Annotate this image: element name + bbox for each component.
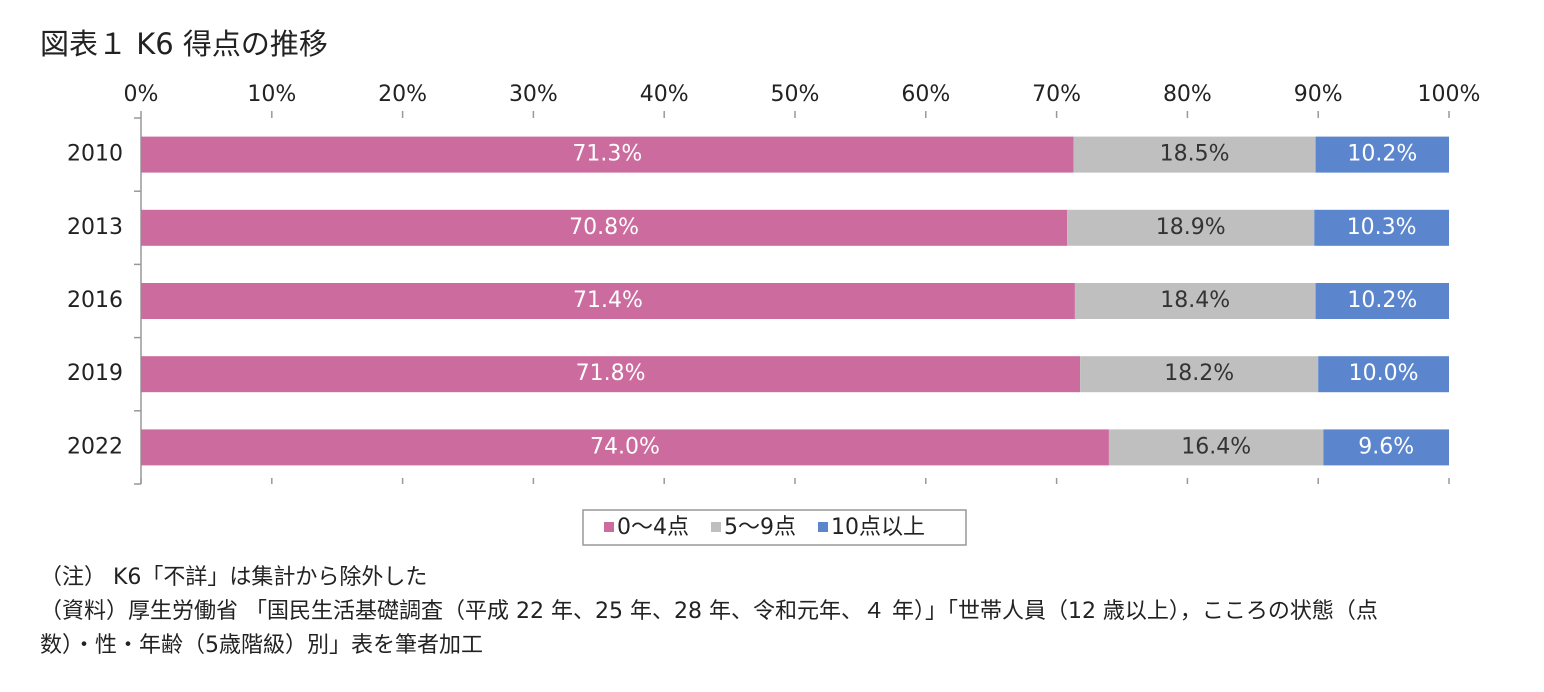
y-tick-label: 2013: [67, 215, 123, 240]
bar-segment: [1315, 283, 1449, 319]
bar-segment: [1080, 356, 1319, 393]
note: 数）・性・年齢（5歳階級）別」表を筆者加工: [40, 633, 483, 658]
legend-label: 10点以上: [831, 515, 925, 540]
x-tick-label: 50%: [771, 82, 820, 107]
x-tick-label: 80%: [1163, 82, 1212, 107]
bar-segment: [1323, 429, 1449, 466]
data-label: 71.3%: [572, 142, 642, 167]
x-tick-label: 0%: [124, 82, 159, 107]
bar-segment: [1314, 209, 1449, 246]
data-label: 18.4%: [1160, 288, 1230, 313]
x-tick-label: 10%: [247, 82, 296, 107]
bar-segment: [141, 136, 1074, 173]
bar-segment: [141, 209, 1068, 246]
data-label: 16.4%: [1181, 434, 1251, 459]
bar-segment: [1067, 209, 1315, 246]
legend-label: 0～4点: [617, 515, 689, 540]
data-label: 70.8%: [569, 215, 639, 240]
bar-segment: [1315, 136, 1449, 173]
x-tick-label: 100%: [1418, 82, 1481, 107]
bar-segment: [141, 429, 1109, 466]
y-tick-label: 2010: [67, 142, 123, 167]
bar-segment: [1318, 356, 1449, 393]
data-label: 18.2%: [1164, 361, 1234, 386]
data-label: 18.9%: [1156, 215, 1226, 240]
x-tick-label: 70%: [1032, 82, 1081, 107]
y-tick-label: 2019: [67, 361, 123, 386]
data-label: 10.2%: [1347, 288, 1417, 313]
legend-swatch: [604, 522, 614, 532]
data-label: 10.3%: [1347, 215, 1417, 240]
legend-swatch: [711, 522, 721, 532]
x-tick-label: 30%: [509, 82, 558, 107]
note: （資料）厚生労働省 「国民生活基礎調査（平成 22 年、25 年、28 年、令和…: [40, 599, 1378, 624]
data-label: 9.6%: [1358, 434, 1414, 459]
bar-segment: [1073, 136, 1316, 173]
bar-segment: [1074, 283, 1316, 319]
data-label: 10.2%: [1347, 142, 1417, 167]
x-tick-label: 20%: [378, 82, 427, 107]
data-label: 74.0%: [590, 434, 660, 459]
y-tick-label: 2022: [67, 434, 123, 459]
note: （注） K6「不詳」は集計から除外した: [40, 565, 427, 590]
data-label: 71.8%: [576, 361, 646, 386]
x-tick-label: 90%: [1294, 82, 1343, 107]
data-label: 10.0%: [1349, 361, 1419, 386]
chart-title: 図表１ K6 得点の推移: [40, 27, 328, 61]
data-label: 71.4%: [573, 288, 643, 313]
bar-segment: [141, 283, 1075, 319]
x-tick-label: 40%: [640, 82, 689, 107]
x-tick-label: 60%: [901, 82, 950, 107]
y-tick-label: 2016: [67, 288, 123, 313]
bar-segment: [1108, 429, 1324, 466]
legend-swatch: [818, 522, 828, 532]
legend-label: 5～9点: [724, 515, 796, 540]
bar-segment: [141, 356, 1081, 393]
legend-box: [582, 509, 967, 546]
data-label: 18.5%: [1160, 142, 1230, 167]
